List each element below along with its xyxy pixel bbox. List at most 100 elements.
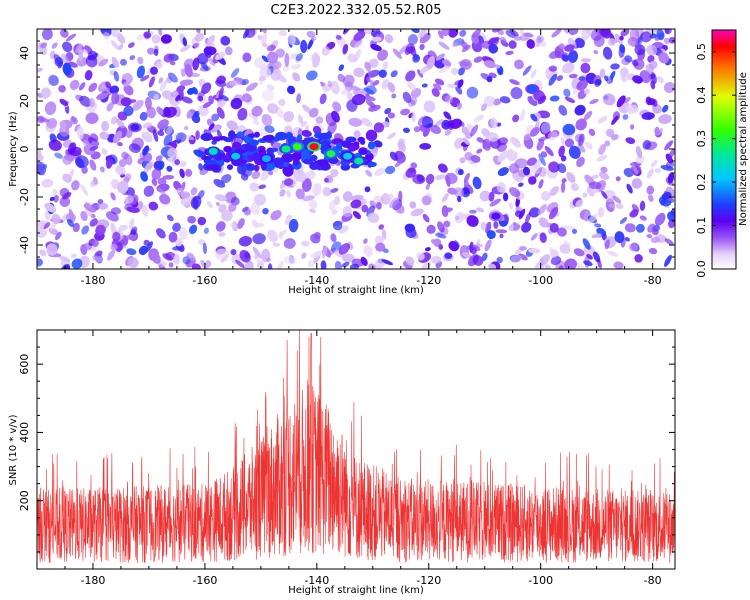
spectrogram-noise-blob xyxy=(80,184,89,196)
spectrogram-noise-blob xyxy=(648,247,658,255)
spectrogram-noise-blob xyxy=(473,114,484,123)
spectrogram-noise-blob xyxy=(459,157,466,164)
spectrogram-noise-blob xyxy=(102,32,110,40)
spectrogram-noise-blob xyxy=(547,131,558,141)
spectrogram-noise-blob xyxy=(159,193,171,205)
spectrogram-noise-blob xyxy=(153,94,160,101)
spectrogram-noise-blob xyxy=(76,155,89,168)
spectrogram-noise-blob xyxy=(284,53,290,67)
spectrogram-noise-blob xyxy=(481,252,488,262)
snr-series-line xyxy=(37,330,675,564)
spectrogram-noise-blob xyxy=(243,208,252,216)
spectrogram-noise-blob xyxy=(479,190,491,202)
spectrogram-noise-blob xyxy=(624,237,630,242)
spectrogram-noise-blob xyxy=(49,196,55,202)
spectrogram-noise-blob xyxy=(589,98,599,105)
spectrogram-noise-blob xyxy=(53,194,59,203)
spectrogram-noise-blob xyxy=(480,222,487,231)
spectrogram-noise-blob xyxy=(175,132,187,143)
spectrogram-noise-blob xyxy=(331,110,340,123)
spectrogram-noise-blob xyxy=(301,178,312,192)
spectrogram-noise-blob xyxy=(556,227,567,237)
spectrogram-noise-blob xyxy=(214,194,228,202)
spectrogram-hotspot xyxy=(130,123,140,131)
spectrogram-noise-blob xyxy=(155,160,165,171)
spectrogram-noise-blob xyxy=(346,99,358,112)
spectrogram-noise-blob xyxy=(206,200,213,209)
spectrogram-noise-blob xyxy=(603,189,616,203)
spectrogram-noise-blob xyxy=(656,29,665,41)
spectrogram-noise-blob xyxy=(580,62,591,74)
spectrogram-noise-blob xyxy=(321,46,330,56)
spectrogram-noise-blob xyxy=(625,137,636,144)
spectrogram-noise-blob xyxy=(631,204,640,213)
spectrogram-noise-blob xyxy=(191,263,201,269)
spectrogram-noise-blob xyxy=(519,108,526,122)
spectrogram-noise-blob xyxy=(635,155,645,164)
spectrogram-noise-blob xyxy=(499,96,511,104)
spectrogram-noise-blob xyxy=(405,167,417,178)
spectrogram-noise-blob xyxy=(363,245,373,258)
spectrogram-noise-blob xyxy=(113,71,120,82)
spectrogram-noise-blob xyxy=(599,68,606,78)
spectrogram-noise-blob xyxy=(664,238,674,246)
spectrogram-noise-blob xyxy=(558,265,564,269)
spectrogram-noise-blob xyxy=(341,261,350,268)
spectrogram-noise-blob xyxy=(105,81,112,89)
spectrogram-noise-blob xyxy=(470,244,481,252)
spectrogram-noise-blob xyxy=(650,72,657,84)
spectrogram-noise-blob xyxy=(601,190,608,199)
spectrogram-noise-blob xyxy=(368,104,381,112)
spectrogram-noise-blob xyxy=(71,180,80,191)
spectrogram-noise-blob xyxy=(416,174,425,183)
spectrogram-noise-blob xyxy=(237,108,248,121)
spectrogram-band-blob xyxy=(357,136,365,143)
spectrogram-noise-blob xyxy=(441,59,452,67)
spectrogram-noise-blob xyxy=(181,96,193,104)
spectrogram-noise-blob xyxy=(631,162,639,175)
spectrogram-noise-blob xyxy=(518,208,526,220)
spectrogram-band-blob xyxy=(223,145,233,153)
spectrogram-noise-blob xyxy=(373,122,385,133)
spectrogram-noise-blob xyxy=(508,163,520,174)
spectrogram-noise-blob xyxy=(413,126,421,133)
spectrogram-noise-blob xyxy=(85,112,99,125)
spectrogram-noise-blob xyxy=(349,85,361,91)
spectrogram-noise-blob xyxy=(559,243,571,254)
spectrogram-noise-blob xyxy=(262,207,269,215)
spectrogram-noise-blob xyxy=(405,256,415,266)
spectrogram-noise-blob xyxy=(168,262,174,268)
x-tick-label: -180 xyxy=(80,574,105,587)
colorbar-label: Normalized spectral amplitude xyxy=(738,72,749,226)
spectrogram-noise-blob xyxy=(646,44,658,56)
spectrogram-noise-blob xyxy=(539,232,547,243)
spectrogram-noise-blob xyxy=(328,200,336,211)
spectrogram-band-blob xyxy=(272,157,285,165)
spectrogram-noise-blob xyxy=(619,67,629,77)
spectrogram-noise-blob xyxy=(197,52,209,65)
colorbar-tick-label: 0.0 xyxy=(695,260,708,278)
spectrogram-noise-blob xyxy=(604,140,611,147)
y-tick-label: 600 xyxy=(18,354,31,375)
spectrogram-noise-blob xyxy=(194,32,205,42)
spectrogram-noise-blob xyxy=(242,52,252,63)
spectrogram-noise-blob xyxy=(499,36,507,44)
spectrogram-noise-blob xyxy=(37,116,50,123)
spectrogram-noise-blob xyxy=(495,229,508,234)
spectrogram-noise-blob xyxy=(421,83,428,88)
spectrogram-noise-blob xyxy=(654,212,666,226)
spectrogram-noise-blob xyxy=(64,154,75,161)
spectrogram-noise-blob xyxy=(368,263,376,269)
spectrogram-noise-blob xyxy=(41,178,54,188)
spectrogram-band-blob xyxy=(249,139,259,146)
spectrogram-noise-blob xyxy=(62,173,72,183)
spectrogram-noise-blob xyxy=(377,49,388,61)
spectrogram-noise-blob xyxy=(370,30,378,37)
spectrogram-noise-blob xyxy=(160,34,172,44)
spectrogram-noise-blob xyxy=(512,114,520,123)
spectrogram-noise-blob xyxy=(39,249,47,257)
spectrogram-noise-blob xyxy=(549,247,557,259)
spectrogram-noise-blob xyxy=(493,220,499,229)
spectrogram-noise-blob xyxy=(584,141,593,150)
spectrogram-noise-blob xyxy=(597,207,605,218)
